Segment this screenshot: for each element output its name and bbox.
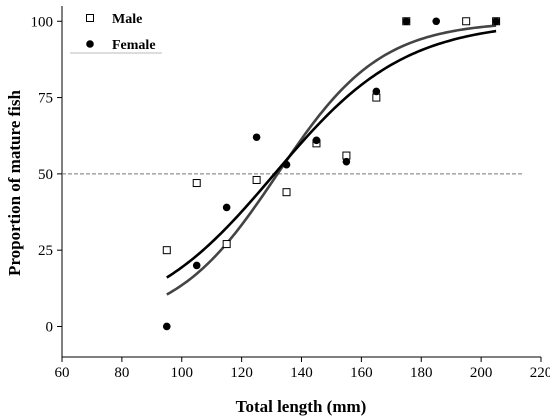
x-axis-title: Total length (mm) [236, 397, 367, 416]
y-axis-title: Proportion of mature fish [5, 90, 24, 276]
fit-curve-female [166, 29, 497, 279]
data-point-female [342, 157, 351, 166]
data-point-female [402, 17, 411, 26]
data-point-female [192, 261, 201, 270]
x-tick-label: 100 [171, 365, 194, 381]
data-point-male [462, 17, 471, 26]
data-point-male [222, 240, 231, 249]
legend-marker-male [86, 14, 94, 22]
x-tick-label: 60 [55, 365, 70, 381]
data-point-female [252, 133, 261, 142]
fit-curve-male [166, 24, 497, 296]
data-point-male [162, 246, 171, 255]
data-point-female [162, 322, 171, 331]
x-tick-label: 120 [230, 365, 253, 381]
data-point-female [282, 160, 291, 169]
x-tick-label: 140 [290, 365, 313, 381]
data-point-female [222, 203, 231, 212]
y-tick-label: 75 [38, 91, 53, 107]
data-point-female [492, 17, 500, 26]
legend-marker-female [86, 40, 94, 48]
data-point-male [252, 175, 261, 184]
x-tick-label: 180 [410, 365, 433, 381]
x-tick-label: 160 [350, 365, 373, 381]
legend-label-male: Male [112, 12, 142, 27]
x-tick-label: 200 [470, 365, 493, 381]
legend-label-female: Female [112, 38, 156, 53]
y-tick-label: 25 [38, 243, 53, 259]
y-tick-label: 50 [38, 167, 53, 183]
x-tick-label: 220 [530, 365, 550, 381]
data-point-female [372, 87, 381, 96]
y-tick-label: 100 [31, 14, 54, 30]
data-point-male [282, 188, 291, 197]
data-point-male [192, 179, 201, 188]
y-tick-label: 0 [46, 319, 54, 335]
data-point-female [432, 17, 441, 26]
legend: Male Female [70, 12, 162, 54]
plot-area: 60 80 100 120 140 160 180 200 220 0 25 50 75 100 Male F… [31, 6, 550, 381]
x-tick-label: 80 [114, 365, 129, 381]
data-point-female [312, 136, 321, 145]
